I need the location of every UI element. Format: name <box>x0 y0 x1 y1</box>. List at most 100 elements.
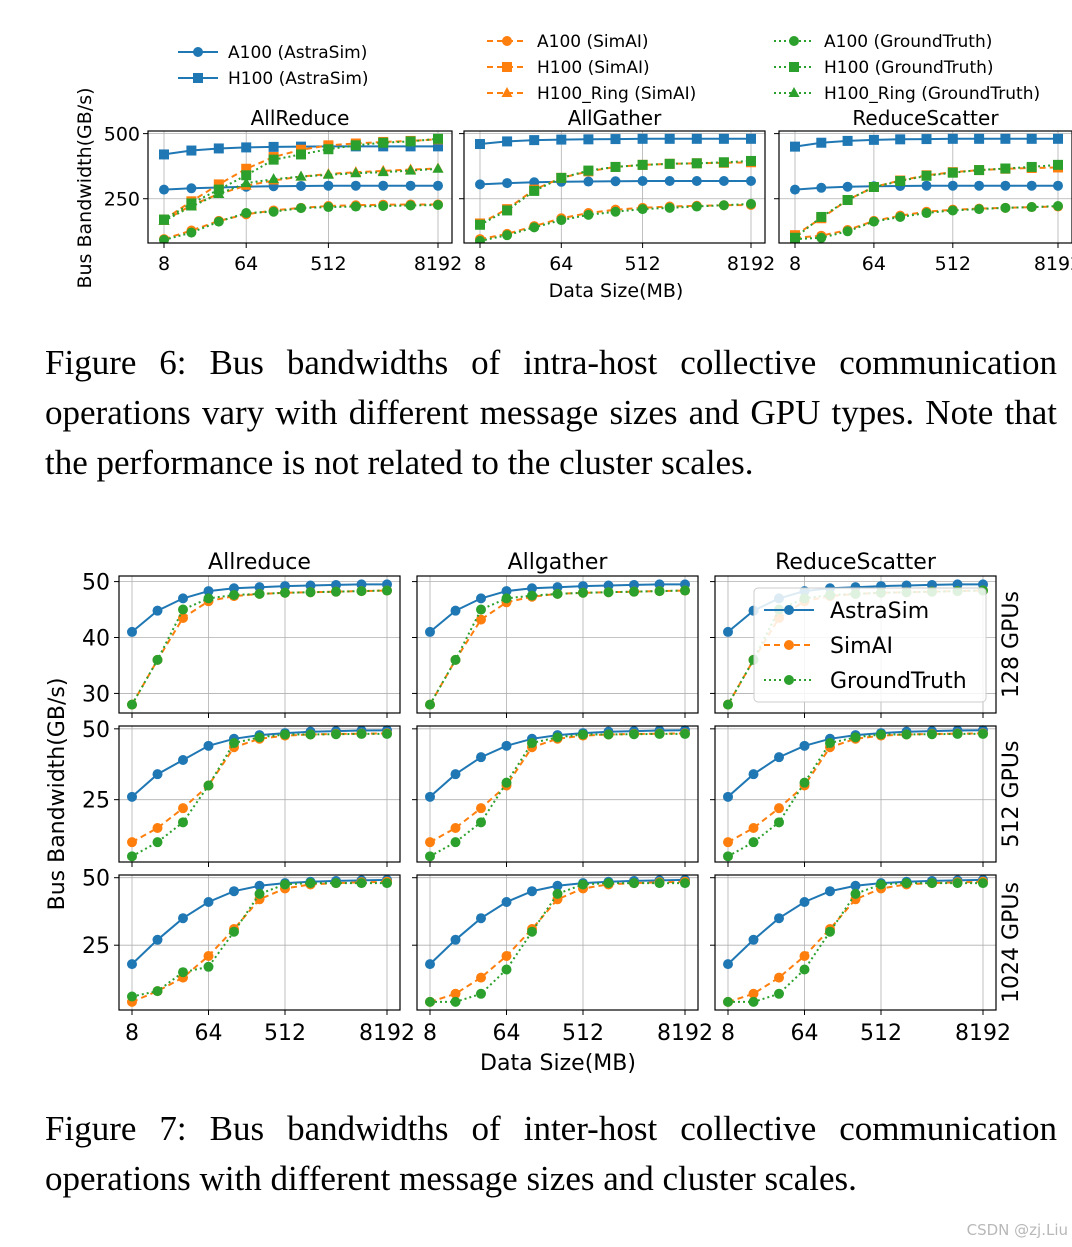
column-title: Allreduce <box>208 550 311 575</box>
point-a100_gt <box>529 222 540 233</box>
panel-frame <box>416 575 699 714</box>
point-a100_gt <box>350 201 361 212</box>
legend-marker-a100_simai <box>502 36 512 46</box>
point-a100_astrasim <box>974 180 985 191</box>
point-simai <box>152 823 163 833</box>
point-groundtruth <box>501 964 512 975</box>
point-h100_gt <box>895 176 906 187</box>
point-groundtruth <box>850 732 861 743</box>
point-groundtruth <box>552 732 563 743</box>
point-groundtruth <box>382 728 392 739</box>
point-astrasim <box>425 626 435 637</box>
point-a100_gt <box>213 216 224 227</box>
column-title: Allgather <box>508 550 609 575</box>
point-groundtruth <box>331 878 341 889</box>
point-h100_astrasim <box>842 135 853 146</box>
point-groundtruth <box>774 817 784 828</box>
series-line-simai <box>131 880 388 1003</box>
fig7-panel-r3-allgather: 8 64 512 8192 <box>412 874 713 1046</box>
y-tick-label: 50 <box>82 867 110 892</box>
fig6-panel-allgather: AllGather 8 64 512 8192 <box>459 106 775 275</box>
point-groundtruth <box>425 699 435 710</box>
point-astrasim <box>178 913 188 924</box>
point-groundtruth <box>254 732 265 743</box>
series-line-groundtruth <box>728 882 983 1003</box>
point-h100_astrasim <box>529 135 540 146</box>
point-a100_astrasim <box>1053 180 1063 191</box>
point-groundtruth <box>680 878 690 889</box>
point-astrasim <box>748 934 759 945</box>
legend-marker-h100_simai <box>502 62 512 72</box>
panel-frame <box>147 130 453 244</box>
point-h100_gt <box>350 140 361 151</box>
point-simai <box>799 951 810 961</box>
legend-label-h100ring_gt: H100_Ring (GroundTruth) <box>824 84 1040 104</box>
point-groundtruth <box>254 888 265 899</box>
legend-marker-astrasim <box>784 605 794 615</box>
point-a100_gt <box>296 203 306 214</box>
point-astrasim <box>203 740 214 751</box>
point-astrasim <box>203 897 214 907</box>
point-simai <box>748 988 759 999</box>
point-h100_gt <box>1000 163 1011 174</box>
series-line-h100_gt <box>794 163 1059 239</box>
point-a100_astrasim <box>718 176 729 187</box>
y-tick-label: 25 <box>82 934 110 959</box>
legend-marker-a100_gt <box>789 36 799 46</box>
point-groundtruth <box>382 585 392 596</box>
point-a100_astrasim <box>475 179 485 190</box>
point-h100_gt <box>868 182 879 192</box>
point-groundtruth <box>178 604 188 615</box>
fig6-xlabel: Data Size(MB) <box>549 280 684 302</box>
point-h100_gt <box>529 185 540 196</box>
point-simai <box>501 951 512 961</box>
x-tick-label: 8192 <box>359 1021 415 1046</box>
panel-frame <box>463 130 766 244</box>
fig7-ylabel: Bus Bandwidth(GB/s) <box>45 678 70 911</box>
fig7-panel-r2-allreduce: 25 50 <box>82 718 401 867</box>
fig7-panel-r3-allreduce: 25 50 8 64 512 8192 <box>82 867 415 1046</box>
point-h100_gt <box>241 170 252 181</box>
point-astrasim <box>127 791 137 802</box>
point-a100_astrasim <box>947 180 958 191</box>
point-groundtruth <box>356 878 367 889</box>
point-a100_gt <box>268 206 279 217</box>
point-groundtruth <box>450 996 461 1007</box>
point-groundtruth <box>629 878 639 889</box>
series-line-groundtruth <box>429 589 686 706</box>
point-a100_astrasim <box>610 176 621 187</box>
point-h100_astrasim <box>921 134 932 145</box>
point-astrasim <box>527 886 537 897</box>
point-h100_gt <box>664 158 675 169</box>
series-line-groundtruth <box>727 732 983 858</box>
point-h100_astrasim <box>502 136 513 147</box>
point-simai <box>127 837 137 848</box>
point-astrasim <box>501 586 512 597</box>
fig7-panel-r1-allgather: Allgather <box>412 550 699 718</box>
point-astrasim <box>425 791 435 802</box>
point-groundtruth <box>723 996 733 1007</box>
series-line-h100_gt <box>163 137 439 221</box>
point-groundtruth <box>382 878 392 889</box>
point-groundtruth <box>901 878 912 889</box>
point-groundtruth <box>127 851 137 862</box>
panel-frame <box>714 725 997 863</box>
panel-title: AllReduce <box>251 106 350 130</box>
point-groundtruth <box>603 729 614 740</box>
panel-frame <box>778 130 1072 244</box>
point-astrasim <box>799 740 810 751</box>
point-a100_gt <box>186 227 197 238</box>
point-astrasim <box>723 959 733 970</box>
x-tick-label: 512 <box>264 1021 306 1046</box>
point-groundtruth <box>229 738 239 748</box>
point-groundtruth <box>527 738 537 748</box>
point-h100_simai <box>241 163 252 174</box>
point-a100_gt <box>1026 202 1037 213</box>
point-simai <box>774 972 784 983</box>
point-h100_astrasim <box>1000 133 1011 144</box>
point-a100_gt <box>433 199 443 210</box>
point-groundtruth <box>876 879 886 890</box>
fig7-panel-r3-reducescatter: 8 64 512 8192 1024 GPUs <box>710 874 1024 1046</box>
point-h100_astrasim <box>268 141 279 152</box>
point-simai <box>476 803 486 814</box>
